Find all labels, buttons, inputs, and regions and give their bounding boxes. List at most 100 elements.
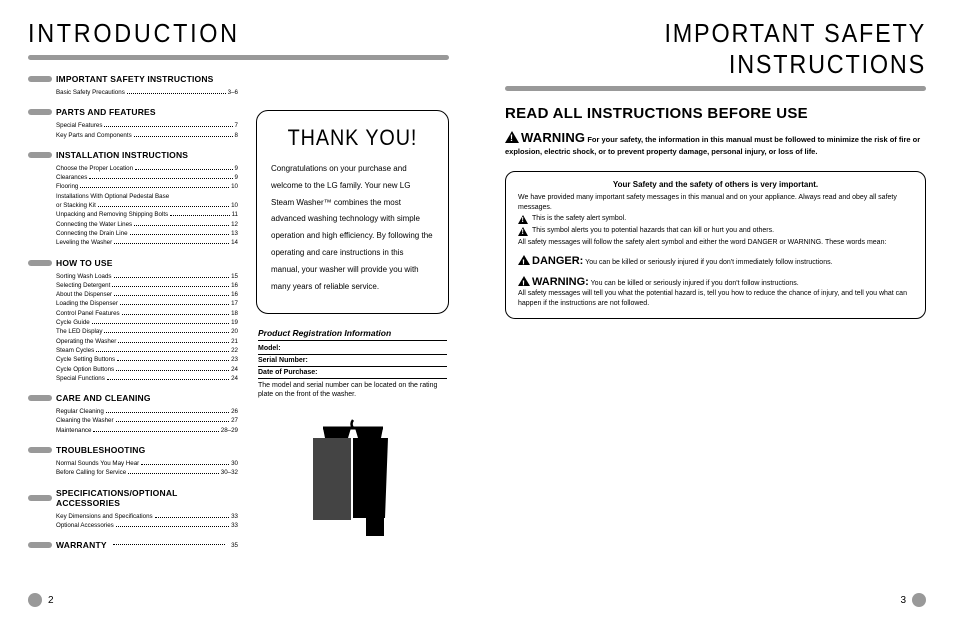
toc-item: Selecting Detergent 16 (56, 281, 238, 290)
toc-item: Unpacking and Removing Shipping Bolts11 (56, 210, 238, 219)
toc-label: Selecting Detergent (56, 281, 110, 290)
toc-page: 35 (231, 542, 238, 549)
toc-section: INSTALLATION INSTRUCTIONS Choose the Prop… (28, 150, 238, 248)
toc-page: 16 (231, 290, 238, 299)
bullet-icon (28, 76, 52, 82)
toc-dots (134, 225, 229, 226)
toc-label: Loading the Dispenser (56, 299, 118, 308)
toc-section: TROUBLESHOOTING Normal Sounds You May Hea… (28, 445, 238, 478)
toc-page: 21 (231, 337, 238, 346)
toc-item: Leveling the Washer14 (56, 238, 238, 247)
alert-icon (518, 255, 530, 265)
toc-dots (127, 93, 226, 94)
bullet-icon (28, 395, 52, 401)
toc-label: The LED Display (56, 327, 102, 336)
toc-section: PARTS AND FEATURESSpecial Features7Key P… (28, 107, 238, 140)
heading-introduction: INTRODUCTION (28, 18, 407, 49)
toc-item: Cycle Guide19 (56, 318, 238, 327)
toc-head: IMPORTANT SAFETY INSTRUCTIONS (28, 74, 238, 84)
toc-item: Choose the Proper Location9 (56, 164, 238, 173)
toc-label: Flooring (56, 182, 78, 191)
toc-title: HOW TO USE (56, 258, 113, 268)
toc-page: 17 (231, 299, 238, 308)
toc-page: 11 (232, 210, 238, 219)
toc-dots (114, 243, 229, 244)
toc-label: Before Calling for Service (56, 468, 126, 477)
toc-label: Basic Safety Precautions (56, 88, 125, 97)
safety-p2: All safety messages will follow the safe… (518, 238, 913, 247)
alert-icon (518, 215, 528, 224)
toc-dots (116, 370, 229, 371)
toc-page: 3–6 (228, 88, 238, 97)
toc-item: The LED Display 20 (56, 327, 238, 336)
safety-p1: We have provided many important safety m… (518, 193, 913, 212)
toc-dots (128, 473, 219, 474)
toc-page: 7 (235, 121, 238, 130)
toc-label: Optional Accessories (56, 521, 114, 530)
bullet-icon (28, 447, 52, 453)
toc-title: INSTALLATION INSTRUCTIONS (56, 150, 188, 160)
toc-dots (114, 295, 229, 296)
page-footer-right: 3 (900, 593, 926, 607)
toc-column: IMPORTANT SAFETY INSTRUCTIONS Basic Safet… (28, 74, 238, 560)
toc-label: Steam Cycles (56, 346, 94, 355)
toc-head: CARE AND CLEANING (28, 393, 238, 403)
toc-item: Steam Cycles 22 (56, 346, 238, 355)
toc-dots (117, 360, 229, 361)
toc-page: 27 (231, 416, 238, 425)
safety-t1: This is the safety alert symbol. (532, 214, 626, 223)
toc-page: 23 (231, 355, 238, 364)
toc-dots (116, 526, 229, 527)
toc-section: HOW TO USE Sorting Wash Loads15Selecting … (28, 258, 238, 384)
toc-page: 33 (231, 521, 238, 530)
toc-page: 30–32 (221, 468, 238, 477)
toc-title: PARTS AND FEATURES (56, 107, 156, 117)
safety-box-title: Your Safety and the safety of others is … (518, 180, 913, 191)
warning-text2: You can be killed or seriously injured i… (589, 280, 799, 287)
toc-page: 26 (231, 407, 238, 416)
heading-read-all: READ ALL INSTRUCTIONS BEFORE USE (505, 105, 926, 122)
toc-item: Regular Cleaning26 (56, 407, 238, 416)
toc-dots (134, 136, 233, 137)
toc-dots (104, 126, 232, 127)
toc-label: Connecting the Water Lines (56, 220, 132, 229)
rule (505, 86, 926, 91)
toc-dots (80, 187, 229, 188)
toc-dots (112, 286, 229, 287)
toc-title: CARE AND CLEANING (56, 393, 151, 403)
safety-t2: This symbol alerts you to potential haza… (532, 226, 774, 235)
toc-item: Basic Safety Precautions 3–6 (56, 88, 238, 97)
bullet-icon (28, 109, 52, 115)
toc-item: Before Calling for Service 30–32 (56, 468, 238, 477)
toc-title: TROUBLESHOOTING (56, 445, 145, 455)
toc-item: Key Parts and Components8 (56, 131, 238, 140)
alert-icon (505, 131, 519, 143)
thank-title: THANK YOU! (279, 125, 426, 151)
toc-page: 24 (231, 374, 238, 383)
toc-item: Sorting Wash Loads15 (56, 272, 238, 281)
toc-label: or Stacking Kit (56, 201, 96, 210)
warning-paragraph: WARNING For your safety, the information… (505, 130, 926, 157)
danger-line: DANGER: You can be killed or seriously i… (518, 254, 913, 269)
toc-page: 20 (231, 327, 238, 336)
toc-page: 16 (231, 281, 238, 290)
registration-row: Model: (258, 343, 447, 355)
laundry-illustration (256, 418, 449, 550)
toc-page: 19 (231, 318, 238, 327)
toc-label: Choose the Proper Location (56, 164, 133, 173)
toc-dots (98, 206, 229, 207)
toc-section: CARE AND CLEANINGRegular Cleaning26Clean… (28, 393, 238, 435)
toc-item: Connecting the Water Lines12 (56, 220, 238, 229)
toc-page: 22 (231, 346, 238, 355)
toc-label: Control Panel Features (56, 309, 120, 318)
bullet-icon (28, 495, 52, 501)
toc-page: 10 (231, 182, 238, 191)
toc-item: Optional Accessories 33 (56, 521, 238, 530)
registration-note: The model and serial number can be locat… (258, 379, 447, 399)
toc-label: Normal Sounds You May Hear (56, 459, 139, 468)
toc-title: SPECIFICATIONS/OPTIONAL ACCESSORIES (56, 488, 238, 508)
toc-item: Clearances9 (56, 173, 238, 182)
toc-dots (155, 517, 229, 518)
toc-dots (89, 178, 232, 179)
heading-safety: IMPORTANT SAFETY INSTRUCTIONS (547, 18, 926, 80)
